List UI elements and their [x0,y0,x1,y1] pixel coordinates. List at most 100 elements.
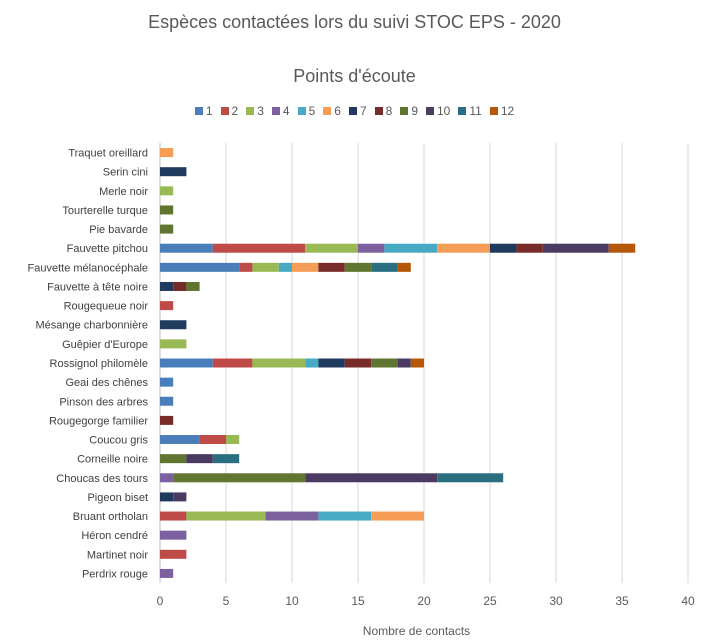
x-tick-label: 35 [615,594,629,608]
bar-segment [160,148,174,158]
legend-label: 3 [257,104,264,118]
bar-segment [160,435,200,445]
bar-segment [160,281,174,291]
category-label: Fauvette à tête noire [47,281,148,293]
legend-item: 10 [426,104,450,118]
bar-segment [160,224,174,234]
category-label: Mésange charbonnière [35,320,148,332]
legend-swatch [426,107,434,115]
legend-label: 8 [385,104,393,118]
bar-segment [212,358,253,368]
x-axis-label: Nombre de contacts [362,624,471,638]
category-label: Merle noir [99,186,148,198]
chart-subtitle: Points d'écoute [293,66,416,86]
bar-segment [358,243,385,253]
legend-label: 1 [205,104,213,118]
chart-title: Espèces contactées lors du suivi STOC EP… [148,12,561,32]
legend-swatch [489,107,498,115]
legend-item: 6 [323,104,341,118]
bar-segment [186,454,213,464]
legend-item: 8 [374,104,393,118]
legend-swatch [220,107,229,115]
bar-segment [305,243,358,253]
bar-segment [160,492,174,502]
legend-label: 5 [308,104,316,118]
category-label: Pigeon biset [87,492,148,504]
category-label: Tourterelle turque [62,205,148,217]
bar-segment [318,511,372,521]
bar-segment [160,320,187,330]
bar-segment [160,511,187,521]
legend-item: 12 [489,104,515,118]
bar-segment [608,243,636,253]
bar-segment [318,358,345,368]
bar-segment [160,454,187,464]
bar-segment [160,167,187,177]
legend-item: 3 [246,104,264,118]
bar-segment [410,358,424,368]
x-tick-label: 0 [157,594,164,608]
legend: 1 2 3 4 5 6 7 8 9 10 11 12 [0,104,709,118]
legend-item: 5 [297,104,316,118]
bar-segment [160,186,174,196]
category-label: Fauvette mélanocéphale [28,262,148,274]
legend-swatch [297,107,306,115]
category-label: Fauvette pitchou [67,243,148,255]
legend-label: 12 [500,104,515,118]
x-tick-label: 25 [483,594,497,608]
category-label: Pie bavarde [89,224,148,236]
legend-swatch [271,107,280,115]
category-label: Choucas des tours [56,473,148,485]
legend-swatch [246,107,255,115]
bar-segment [160,377,174,387]
legend-swatch [323,107,332,115]
legend-label: 4 [282,104,290,118]
legend-item: 2 [220,104,239,118]
legend-item: 7 [348,104,367,118]
bar-segment [186,281,200,291]
bar-segment [371,358,398,368]
category-label: Corneille noire [77,454,148,466]
bar-segment [160,358,213,368]
category-label: Guêpier d'Europe [62,339,148,351]
legend-label: 9 [411,104,418,118]
bar-segment [226,435,240,445]
category-label: Geai des chênes [65,377,148,389]
x-tick-label: 40 [681,594,695,608]
bar-segment [160,530,187,540]
legend-label: 11 [469,104,482,118]
legend-swatch [348,107,357,115]
bar-segment [173,281,187,291]
bar-segment [160,549,187,559]
bar-segment [278,262,292,272]
category-label: Rougequeue noir [64,301,149,313]
category-label: Traquet oreillard [68,148,148,160]
category-label: Martinet noir [87,549,148,561]
legend-swatch [374,107,383,115]
bar-segment [160,396,174,406]
bar-segment [160,339,187,349]
x-tick-label: 10 [285,594,299,608]
bar-segment [437,243,490,253]
legend-swatch [400,107,409,115]
bar-segment [265,511,319,521]
bar-segment [212,243,306,253]
bar-segment [397,262,411,272]
bar-segment [371,511,424,521]
legend-label: 2 [231,104,239,118]
bar-segment [252,358,306,368]
bar-segment [305,473,438,483]
legend-swatch [194,107,203,115]
bar-segment [160,568,174,578]
legend-label: 10 [437,104,451,118]
category-label: Pinson des arbres [59,396,148,408]
bar-segment [344,262,372,272]
bar-segment [305,358,319,368]
legend-label: 7 [359,104,367,118]
bar-segment [160,301,174,311]
bar-segment [516,243,543,253]
category-label: Serin cini [103,167,148,179]
category-label: Héron cendré [81,530,148,542]
bar-segment [384,243,438,253]
